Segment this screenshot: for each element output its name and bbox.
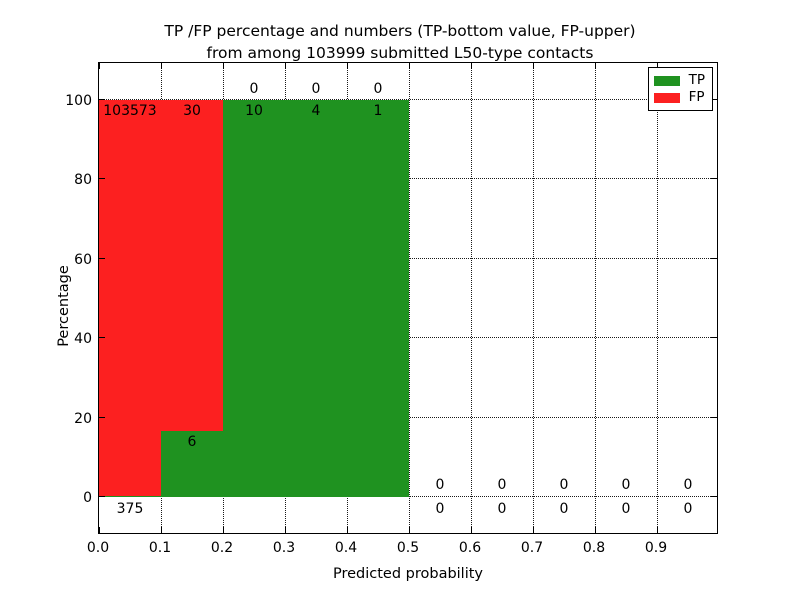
x-tick-inner-top-0.0 xyxy=(99,63,100,69)
bar-segment-fp[interactable] xyxy=(161,100,223,431)
bar-label-fp: 0 xyxy=(621,477,631,493)
legend-box: TP FP xyxy=(647,67,713,111)
x-tick-label-0.6: 0.6 xyxy=(458,540,482,556)
x-tick-inner-bottom-0.0 xyxy=(99,527,100,533)
x-tick-inner-top-0.3 xyxy=(285,63,286,69)
y-tick-inner-left-100 xyxy=(99,99,105,100)
y-tick-inner-left-60 xyxy=(99,257,105,259)
bar-segment-tp[interactable] xyxy=(223,100,285,497)
bar-stack[interactable] xyxy=(99,100,161,497)
legend-item-tp: TP xyxy=(653,72,705,89)
plot-area: 103573 375 30 6 0 10 0 4 0 1 0 0 0 0 0 0 0 0 0 0 TP FP xyxy=(98,62,718,534)
x-tick-inner-bottom-0.1 xyxy=(161,527,162,533)
bar-label-fp: 0 xyxy=(559,477,569,493)
bar-segment-tp[interactable] xyxy=(99,495,161,497)
x-tick-inner-bottom-0.6 xyxy=(471,527,472,533)
y-tick-inner-left-80 xyxy=(99,178,105,180)
x-tick-inner-bottom-0.2 xyxy=(223,527,224,533)
x-tick-inner-top-0.4 xyxy=(347,63,348,69)
bar-label-tp: 0 xyxy=(497,501,507,517)
gridline-x-0.9 xyxy=(657,63,658,533)
x-tick-inner-top-0.1 xyxy=(161,63,162,69)
y-tick-inner-right-60 xyxy=(711,257,717,259)
x-tick-inner-bottom-0.4 xyxy=(347,527,348,533)
x-tick-inner-bottom-0.9 xyxy=(657,527,658,533)
bar-segment-tp[interactable] xyxy=(161,430,223,497)
legend-label-tp: TP xyxy=(688,72,705,88)
x-tick-inner-bottom-0.8 xyxy=(595,527,596,533)
bar-stack[interactable] xyxy=(223,100,285,497)
y-tick-label-60: 60 xyxy=(74,251,92,268)
legend-swatch-fp xyxy=(653,92,680,103)
bar-label-fp: 0 xyxy=(683,477,693,493)
x-tick-label-0.2: 0.2 xyxy=(210,540,234,556)
y-tick-inner-left-40 xyxy=(99,337,105,339)
gridline-x-0.5 xyxy=(409,63,410,533)
x-axis-title: Predicted probability xyxy=(332,566,484,582)
x-tick-label-0.0: 0.0 xyxy=(86,540,110,556)
legend-item-fp: FP xyxy=(653,89,705,106)
y-tick-inner-right-40 xyxy=(711,337,717,339)
bar-label-fp: 103573 xyxy=(103,103,157,119)
gridline-y-100 xyxy=(99,99,717,100)
y-tick-label-100: 100 xyxy=(65,93,92,109)
legend-swatch-tp xyxy=(653,75,680,86)
y-tick-inner-left-20 xyxy=(99,416,105,418)
bar-label-tp: 0 xyxy=(559,501,569,517)
gridline-x-0.6 xyxy=(471,63,472,533)
legend-label-fp: FP xyxy=(688,89,705,105)
x-tick-label-0.8: 0.8 xyxy=(582,540,606,556)
y-tick-inner-right-0 xyxy=(711,496,717,497)
x-tick-inner-top-0.2 xyxy=(223,63,224,69)
x-tick-inner-top-0.8 xyxy=(595,63,596,69)
bar-label-tp: 6 xyxy=(187,433,197,450)
y-tick-inner-left-0 xyxy=(99,496,105,497)
x-tick-inner-top-0.5 xyxy=(409,63,410,69)
x-tick-label-0.4: 0.4 xyxy=(334,540,358,556)
y-tick-label-40: 40 xyxy=(74,331,92,348)
bar-label-tp: 0 xyxy=(683,501,693,517)
x-tick-inner-bottom-0.3 xyxy=(285,527,286,533)
bar-label-fp: 0 xyxy=(249,81,259,97)
x-tick-inner-bottom-0.5 xyxy=(409,527,410,533)
bar-label-fp: 0 xyxy=(497,477,507,493)
gridline-x-0.7 xyxy=(533,63,534,533)
plot-inner: 103573 375 30 6 0 10 0 4 0 1 0 0 0 0 0 0 0 0 0 0 TP FP xyxy=(99,63,717,533)
x-tick-label-0.7: 0.7 xyxy=(520,540,544,556)
x-tick-label-0.1: 0.1 xyxy=(148,540,172,556)
chart-title: TP /FP percentage and numbers (TP-bottom… xyxy=(164,22,636,62)
x-tick-inner-top-0.9 xyxy=(657,63,658,69)
x-tick-inner-bottom-0.7 xyxy=(533,527,534,533)
bar-label-tp: 375 xyxy=(116,501,144,517)
bar-stack[interactable] xyxy=(161,100,223,497)
bar-stack[interactable] xyxy=(347,100,409,497)
bar-segment-tp[interactable] xyxy=(347,100,409,497)
y-tick-inner-right-80 xyxy=(711,178,717,180)
x-tick-inner-top-0.6 xyxy=(471,63,472,69)
bar-label-fp: 0 xyxy=(311,81,321,97)
x-tick-label-0.9: 0.9 xyxy=(644,540,668,556)
bar-label-tp: 1 xyxy=(373,103,383,119)
bar-segment-fp[interactable] xyxy=(99,100,161,496)
bar-label-fp: 30 xyxy=(183,103,201,119)
gridline-x-0.8 xyxy=(595,63,596,533)
y-tick-label-80: 80 xyxy=(74,172,92,189)
bar-label-tp: 0 xyxy=(435,501,445,517)
bar-segment-tp[interactable] xyxy=(285,100,347,497)
y-tick-inner-right-20 xyxy=(711,416,717,418)
bar-label-fp: 0 xyxy=(373,81,383,97)
y-tick-inner-right-100 xyxy=(711,99,717,100)
bar-label-fp: 0 xyxy=(435,477,445,493)
y-axis-title: Percentage xyxy=(56,265,72,347)
bar-label-tp: 10 xyxy=(245,103,263,119)
x-tick-label-0.3: 0.3 xyxy=(272,540,296,556)
x-tick-label-0.5: 0.5 xyxy=(396,540,420,556)
bar-stack[interactable] xyxy=(285,100,347,497)
bar-label-tp: 0 xyxy=(621,501,631,517)
y-tick-label-0: 0 xyxy=(83,490,92,506)
x-tick-inner-top-0.7 xyxy=(533,63,534,69)
y-tick-label-20: 20 xyxy=(74,410,92,427)
bar-label-tp: 4 xyxy=(311,103,321,119)
